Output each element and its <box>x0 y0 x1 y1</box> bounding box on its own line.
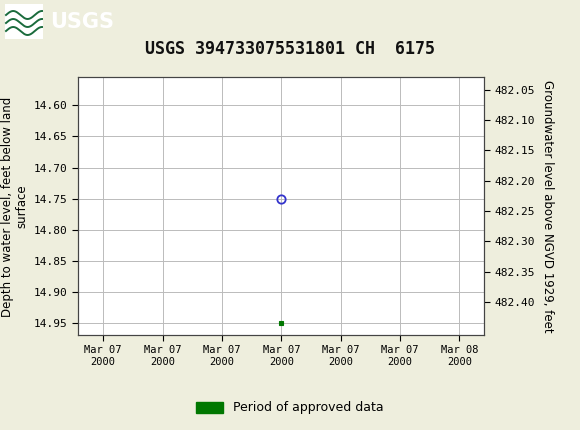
Text: USGS: USGS <box>50 12 114 32</box>
Y-axis label: Depth to water level, feet below land
surface: Depth to water level, feet below land su… <box>1 96 28 316</box>
FancyBboxPatch shape <box>5 4 43 39</box>
Y-axis label: Groundwater level above NGVD 1929, feet: Groundwater level above NGVD 1929, feet <box>541 80 554 333</box>
Text: USGS 394733075531801 CH  6175: USGS 394733075531801 CH 6175 <box>145 40 435 58</box>
Legend: Period of approved data: Period of approved data <box>191 396 389 419</box>
